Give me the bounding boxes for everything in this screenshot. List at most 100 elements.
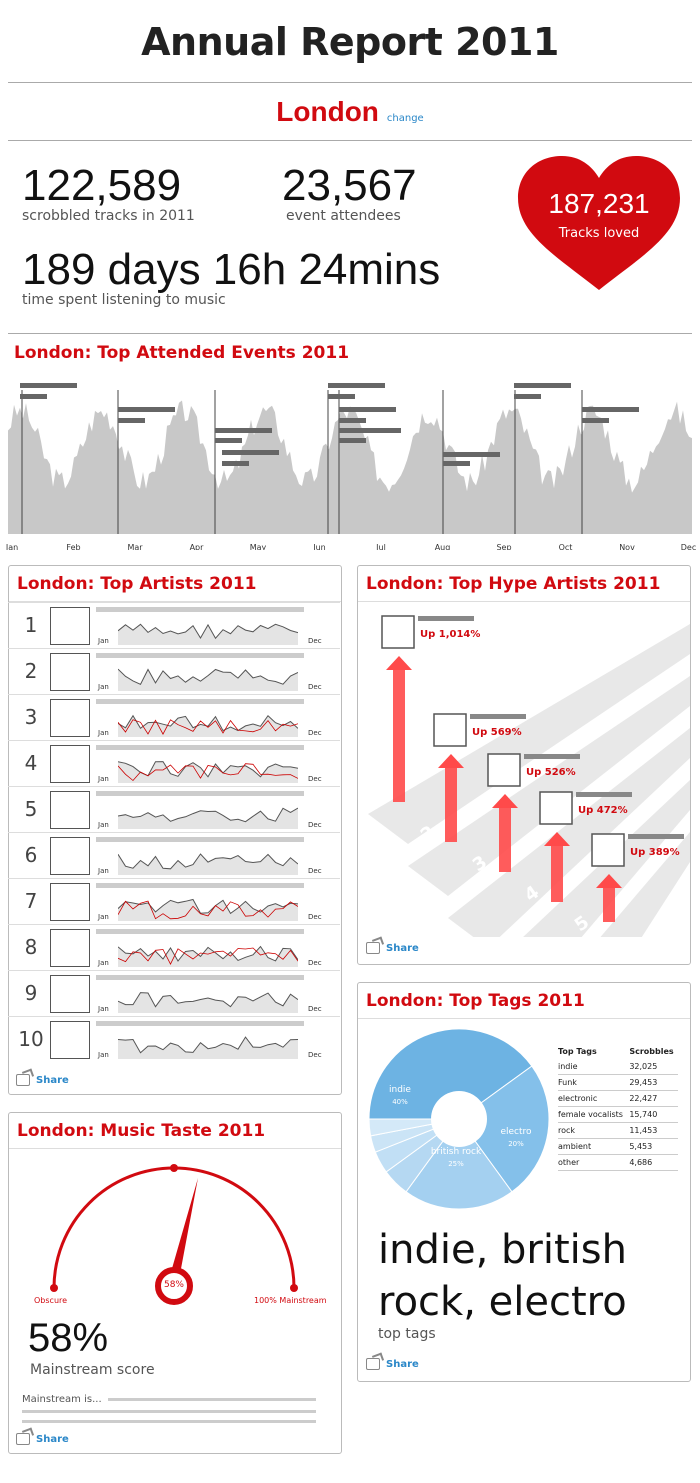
tags-col-tag: Top Tags: [558, 1047, 597, 1056]
share-button[interactable]: Share: [16, 1074, 69, 1086]
change-location-link[interactable]: change: [386, 113, 424, 124]
artist-sparkline: [118, 807, 298, 829]
artist-row[interactable]: 3 Jan Dec: [8, 694, 340, 740]
month-tick-label: Nov: [619, 543, 635, 550]
artist-row[interactable]: 5 Jan Dec: [8, 786, 340, 832]
artist-name-placeholder: [96, 929, 304, 934]
artist-thumbnail[interactable]: [50, 607, 90, 645]
tag-row: other 4,686: [558, 1154, 678, 1171]
events-title: London: Top Attended Events 2011: [14, 343, 350, 363]
artist-thumbnail[interactable]: [50, 653, 90, 691]
month-end-label: Dec: [308, 775, 322, 783]
divider: [8, 333, 692, 334]
tags-table: Top Tags Scrobbles indie 32,025 Funk 29,453 e…: [558, 1044, 678, 1171]
artist-rank: 5: [24, 797, 38, 821]
tag-name: Funk: [558, 1074, 630, 1091]
artist-thumbnail[interactable]: [50, 699, 90, 737]
mainstream-is-label: Mainstream is...: [22, 1394, 102, 1405]
loved-value: 187,231: [548, 188, 650, 219]
artist-sparkline: [118, 853, 298, 875]
artist-name-placeholder: [96, 1021, 304, 1026]
placeholder-line: [108, 1398, 316, 1401]
month-start-label: Jan: [98, 637, 109, 645]
artist-row[interactable]: 6 Jan Dec: [8, 832, 340, 878]
hype-rank-label: 2: [417, 822, 439, 846]
artist-sparkline: [118, 1036, 298, 1059]
mainstream-gauge: [50, 1164, 298, 1305]
month-start-label: Jan: [98, 959, 109, 967]
time-label: time spent listening to music: [22, 292, 226, 308]
month-tick-label: Mar: [127, 543, 143, 550]
hype-chart: Up 1,014%1Up 569%2Up 526%3Up 472%4Up 389…: [368, 615, 690, 937]
gauge-value: 58%: [163, 1280, 184, 1290]
artist-sparkline: [118, 992, 298, 1013]
artist-thumbnail[interactable]: [50, 975, 90, 1013]
share-button[interactable]: Share: [366, 942, 419, 954]
artist-row[interactable]: 1 Jan Dec: [8, 602, 340, 648]
artist-name-placeholder: [96, 745, 304, 750]
mainstream-score: 58%: [28, 1316, 109, 1360]
artist-row[interactable]: 10 Jan Dec: [8, 1016, 340, 1062]
pie-percent: 25%: [448, 1160, 464, 1168]
heart-icon: 187,231 Tracks loved: [516, 156, 682, 296]
artist-rank: 4: [24, 751, 38, 775]
artist-rank: 10: [18, 1027, 44, 1051]
attendees-label: event attendees: [286, 208, 401, 224]
artist-thumbnail[interactable]: [50, 745, 90, 783]
loved-label: Tracks loved: [558, 226, 640, 241]
share-button[interactable]: Share: [16, 1433, 69, 1445]
pie-label: electro: [500, 1127, 532, 1137]
artist-row[interactable]: 7 Jan Dec: [8, 878, 340, 924]
pie-slice: [368, 1028, 533, 1120]
share-icon: [366, 1358, 380, 1370]
month-start-label: Jan: [98, 1005, 109, 1013]
artist-name-placeholder: [96, 791, 304, 796]
tag-name: other: [558, 1154, 630, 1171]
tag-count: 29,453: [629, 1074, 678, 1091]
artist-row[interactable]: 8 Jan Dec: [8, 924, 340, 970]
mainstream-score-label: Mainstream score: [30, 1362, 155, 1378]
artist-row[interactable]: 4 Jan Dec: [8, 740, 340, 786]
tag-name: indie: [558, 1059, 630, 1075]
time-value: 189 days 16h 24mins: [22, 245, 441, 294]
share-label: Share: [36, 1434, 69, 1445]
tag-name: electronic: [558, 1090, 630, 1107]
artist-name-placeholder: [96, 837, 304, 842]
month-start-label: Jan: [98, 729, 109, 737]
artist-rank: 2: [24, 659, 38, 683]
artist-sparkline: [118, 945, 298, 967]
month-tick-label: Aug: [435, 543, 451, 550]
artist-thumbnail[interactable]: [50, 837, 90, 875]
tag-row: electronic 22,427: [558, 1090, 678, 1107]
tag-count: 4,686: [629, 1154, 678, 1171]
artist-row[interactable]: 9 Jan Dec: [8, 970, 340, 1016]
month-start-label: Jan: [98, 683, 109, 691]
month-tick-label: Apr: [190, 543, 205, 550]
tag-row: Funk 29,453: [558, 1074, 678, 1091]
artist-name-placeholder: [96, 653, 304, 658]
gauge-min-label: Obscure: [34, 1296, 68, 1305]
artist-sparkline: [118, 714, 298, 737]
artist-rank: 6: [24, 843, 38, 867]
artist-thumbnail[interactable]: [50, 929, 90, 967]
month-start-label: Jan: [98, 775, 109, 783]
month-end-label: Dec: [308, 637, 322, 645]
tags-col-scrobbles: Scrobbles: [629, 1047, 674, 1056]
artist-row[interactable]: 2 Jan Dec: [8, 648, 340, 694]
artist-thumbnail[interactable]: [50, 791, 90, 829]
artist-rank: 3: [24, 705, 38, 729]
share-button[interactable]: Share: [366, 1358, 419, 1370]
pie-percent: 20%: [508, 1140, 524, 1148]
hype-percent-label: Up 1,014%: [420, 629, 480, 640]
stat-scrobbles: 122,589 scrobbled tracks in 2011: [22, 164, 195, 225]
month-end-label: Dec: [308, 1051, 322, 1059]
pie-label: indie: [389, 1085, 411, 1095]
month-tick-label: May: [250, 543, 267, 550]
artist-thumbnail[interactable]: [50, 883, 90, 921]
events-chart: Jan Feb Mar Apr May Jun Jul Aug Sep Oct Nov Dec: [5, 383, 696, 550]
artist-name-placeholder: [96, 699, 304, 704]
artist-thumbnail[interactable]: [50, 1021, 90, 1059]
month-tick-label: Jun: [312, 543, 326, 550]
location-header: London change: [0, 96, 700, 128]
month-end-label: Dec: [308, 1005, 322, 1013]
